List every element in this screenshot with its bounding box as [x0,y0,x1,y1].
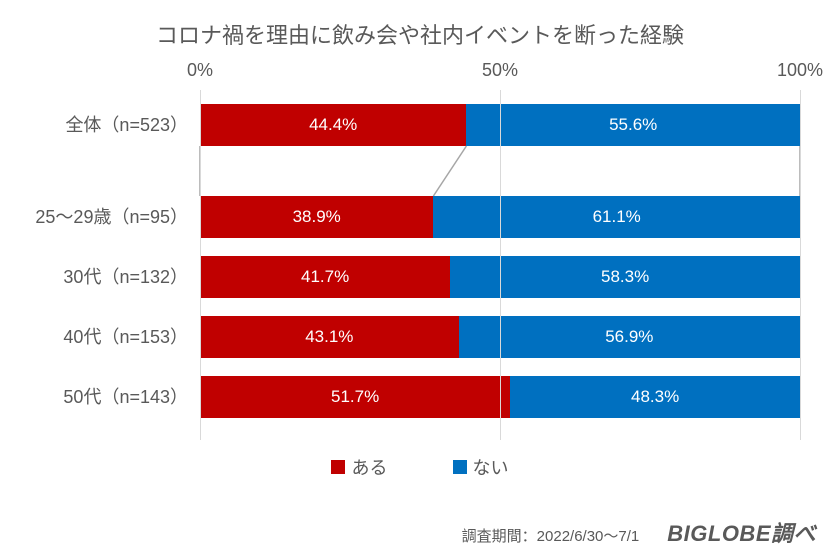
bar-segment-yes: 38.9% [200,196,433,238]
bar-segment-no: 56.9% [459,316,800,358]
legend-item-yes: ある [331,454,387,480]
survey-period: 調査期間：2022/6/30～7/1 [462,525,640,546]
bar-segment-no: 58.3% [450,256,800,298]
x-tick-label: 0% [187,60,213,81]
footer: 調査期間：2022/6/30～7/1 BIGLOBE調べ [0,516,816,548]
bar-segment-no: 48.3% [510,376,800,418]
legend-swatch-yes [331,460,345,474]
row-label: 30代（n=132） [0,256,200,298]
chart-title: コロナ禍を理由に飲み会や社内イベントを断った経験 [0,0,840,60]
bar-segment-yes: 43.1% [200,316,459,358]
row-label: 25～29歳（n=95） [0,196,200,238]
legend-item-no: ない [453,454,509,480]
x-tick-label: 100% [777,60,823,81]
row-label: 50代（n=143） [0,376,200,418]
legend-swatch-no [453,460,467,474]
chart-area: 0%50%100% 全体（n=523）44.4%55.6%25～29歳（n=95… [200,60,800,440]
bar-segment-yes: 41.7% [200,256,450,298]
row-label: 40代（n=153） [0,316,200,358]
row-label: 全体（n=523） [0,104,200,146]
legend-label-no: ない [473,454,509,480]
bar-segment-yes: 51.7% [200,376,510,418]
legend-label-yes: ある [351,454,387,480]
gridline [500,90,501,440]
source-attribution: BIGLOBE調べ [667,516,816,548]
gridline [800,90,801,440]
x-tick-label: 50% [482,60,518,81]
x-axis: 0%50%100% [200,60,800,90]
bar-segment-no: 61.1% [433,196,800,238]
bar-segment-yes: 44.4% [200,104,466,146]
gridline [200,90,201,440]
chart-title-text: コロナ禍を理由に飲み会や社内イベントを断った経験 [156,23,684,48]
bar-segment-no: 55.6% [466,104,800,146]
legend: ある ない [0,454,840,480]
